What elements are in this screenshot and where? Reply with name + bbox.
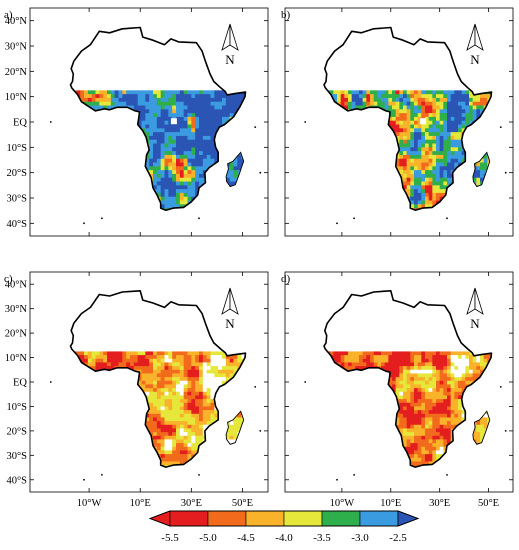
panel-label: b) (281, 9, 291, 21)
africa-outline (323, 26, 493, 211)
colorbar-tick-label: -4.5 (237, 532, 255, 544)
lat-tick-label: 30°S (6, 451, 27, 462)
north-label: N (470, 316, 480, 331)
panel-label: d) (281, 273, 291, 285)
colorbar-tick-label: -2.5 (389, 532, 407, 544)
africa-outline (323, 290, 493, 468)
lat-tick-label: EQ (13, 118, 27, 129)
lon-tick-label: 50°E (232, 498, 253, 509)
map-panel-b: b) N (281, 7, 514, 237)
lat-tick-label: 40°S (6, 219, 27, 230)
lon-tick-label: 10°W (77, 498, 102, 509)
madagascar-outline (225, 410, 245, 445)
lat-tick-label: 40°S (6, 475, 27, 486)
panel-label: c) (4, 273, 13, 285)
lon-tick-label: 30°E (429, 498, 450, 509)
lat-tick-label: 20°N (5, 329, 28, 340)
africa-outline (69, 26, 247, 211)
map-panel-a: 40°N 30°N 20°N 10°N EQ 10°S 20°S 30°S 40°S a) N (4, 7, 269, 237)
map-panel-c: 40°N 30°N 20°N 10°N EQ 10°S 20°S 30°S 40°S 10°W 10… (4, 271, 269, 509)
lat-tick-label: 20°S (6, 426, 27, 437)
lat-tick-label: 10°N (5, 353, 28, 364)
madagascar-outline (472, 151, 491, 188)
lat-tick-label: 20°S (6, 168, 27, 179)
lon-tick-label: 30°E (181, 498, 202, 509)
colorbar-segment (245, 510, 285, 527)
colorbar-segment (283, 510, 323, 527)
lat-tick-label: 30°N (5, 42, 28, 53)
colorbar: -5.5 -5.0 -4.5 -4.0 -3.5 -3.0 -2.5 (148, 510, 420, 544)
map-panels: 40°N 30°N 20°N 10°N EQ 10°S 20°S 30°S 40°S a) Nb) N… (4, 7, 514, 509)
colorbar-tick-label: -5.0 (199, 532, 217, 544)
colorbar-segment (397, 510, 420, 527)
north-label: N (225, 316, 235, 331)
north-label: N (470, 52, 480, 67)
colorbar-tick-label: -4.0 (275, 532, 293, 544)
madagascar-outline (225, 151, 245, 188)
lat-tick-label: 10°S (6, 402, 27, 413)
africa-outline (69, 290, 247, 468)
north-arrow-icon: N (221, 23, 239, 67)
north-arrow-icon: N (221, 287, 239, 331)
colorbar-tick-label: -3.5 (313, 532, 331, 544)
north-arrow-icon: N (466, 287, 484, 331)
colorbar-segment (359, 510, 399, 527)
map-panel-d: 10°W 10°E 30°E 50°E d) N (281, 271, 514, 509)
lat-tick-label: 30°N (5, 304, 28, 315)
lon-tick-label: 50°E (478, 498, 499, 509)
lat-tick-label: 40°N (5, 16, 28, 27)
lat-tick-label: 30°S (6, 194, 27, 205)
north-label: N (225, 52, 235, 67)
panel-label: a) (4, 9, 13, 21)
colorbar-segment (321, 510, 361, 527)
data-raster (70, 90, 246, 211)
lat-tick-label: 10°S (6, 143, 27, 154)
north-arrow-icon: N (466, 23, 484, 67)
lat-tick-label: 10°N (5, 92, 28, 103)
lat-tick-label: 40°N (5, 280, 28, 291)
colorbar-segment (207, 510, 247, 527)
lon-tick-label: 10°E (130, 498, 151, 509)
lat-tick-label: EQ (13, 378, 27, 389)
lat-tick-label: 20°N (5, 67, 28, 78)
madagascar-outline (472, 410, 491, 445)
colorbar-segment (148, 510, 171, 527)
colorbar-segment (169, 510, 209, 527)
lon-tick-label: 10°E (380, 498, 401, 509)
colorbar-tick-label: -3.0 (351, 532, 369, 544)
colorbar-tick-label: -5.5 (161, 532, 179, 544)
lon-tick-label: 10°W (330, 498, 355, 509)
